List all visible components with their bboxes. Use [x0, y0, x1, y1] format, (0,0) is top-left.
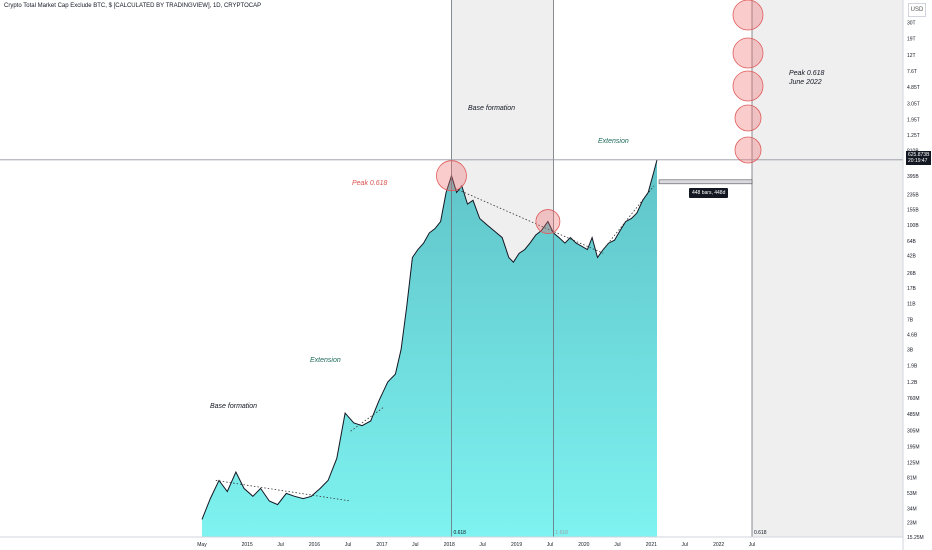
y-tick-label: 235B — [907, 193, 919, 199]
projection-shade-region — [752, 0, 903, 537]
x-tick-label: Jul — [547, 542, 553, 548]
annotation-peak-2022-line1: Peak 0.618 — [789, 70, 825, 77]
y-tick-label: 4.85T — [907, 85, 920, 91]
peak-circle-4 — [732, 37, 764, 69]
y-tick-label: 195M — [907, 445, 920, 451]
y-tick-label: 1.9B — [907, 364, 918, 370]
y-tick-label: 1.95T — [907, 117, 920, 123]
annotation-base-formation-2: Base formation — [468, 105, 516, 112]
y-tick-label: 53M — [907, 491, 917, 497]
y-tick-label: 64B — [907, 239, 917, 245]
y-tick-label: 485M — [907, 412, 920, 418]
y-tick-label: 125M — [907, 460, 920, 466]
trendline-3 — [454, 188, 604, 254]
peak-circle-7 — [734, 136, 762, 164]
y-tick-label: 1.25T — [907, 133, 920, 139]
y-tick-label: 3B — [907, 347, 914, 353]
y-tick-label: 42B — [907, 254, 917, 260]
y-tick-label: 11B — [907, 301, 916, 307]
y-tick-label: 26B — [907, 271, 917, 277]
y-tick-label: 15.25M — [907, 535, 924, 541]
x-tick-label: 2015 — [242, 542, 253, 548]
x-tick-label: May — [197, 542, 207, 548]
x-tick-label: Jul — [614, 542, 620, 548]
fib-label-1: 0.618 — [453, 530, 466, 536]
x-tick-label: 2016 — [309, 542, 320, 548]
x-tick-label: Jul — [277, 542, 283, 548]
annotation-extension-1: Extension — [310, 357, 341, 364]
y-tick-label: 395B — [907, 174, 919, 180]
y-tick-label: 12T — [907, 53, 916, 59]
series-line — [201, 159, 658, 520]
x-tick-label: Jul — [479, 542, 485, 548]
y-tick-label: 100B — [907, 223, 919, 229]
annotation-peak-2022-line2: June 2022 — [789, 79, 822, 86]
x-tick-label: 2022 — [713, 542, 724, 548]
annotation-base-formation-1: Base formation — [210, 403, 258, 410]
y-tick-label: 30T — [907, 20, 916, 26]
series-area — [202, 159, 657, 538]
fib-label-2: 1.618 — [555, 530, 568, 536]
annotation-peak-2022: Peak 0.618 June 2022 — [789, 69, 824, 87]
peak-circle-5 — [732, 70, 764, 102]
measure-bar — [658, 179, 753, 185]
fib-label-3: 0.618 — [754, 530, 767, 536]
last-price-value: 625.873B — [908, 152, 930, 158]
last-price-tag: 625.873B 20:19:47 — [906, 151, 932, 165]
y-tick-label: 760M — [907, 396, 920, 402]
y-tick-label: 4.6B — [907, 332, 918, 338]
annotation-peak-1: Peak 0.618 — [352, 180, 388, 187]
x-tick-label: Jul — [681, 542, 687, 548]
y-tick-label: 17B — [907, 286, 917, 292]
peak-circle-6 — [734, 104, 762, 132]
y-tick-label: 23M — [907, 520, 917, 526]
peak-circle-1 — [436, 160, 467, 192]
peak-circle-2 — [535, 209, 561, 234]
x-tick-label: Jul — [345, 542, 351, 548]
last-price-countdown: 20:19:47 — [908, 158, 928, 164]
measure-label: 448 bars, 448d — [689, 188, 729, 198]
x-tick-label: Jul — [412, 542, 418, 548]
y-tick-label: 3.05T — [907, 102, 920, 108]
x-tick-label: 2019 — [511, 542, 522, 548]
chart-title: Crypto Total Market Cap Exclude BTC, $ [… — [4, 3, 262, 9]
x-tick-label: 2018 — [444, 542, 455, 548]
y-tick-label: 7B — [907, 317, 914, 323]
x-tick-label: 2021 — [646, 542, 657, 548]
y-tick-label: 81M — [907, 476, 917, 482]
y-tick-label: 7.6T — [907, 69, 917, 75]
annotation-extension-2: Extension — [598, 138, 629, 145]
y-tick-label: 34M — [907, 507, 917, 513]
y-tick-label: 305M — [907, 429, 920, 435]
y-tick-label: 1.2B — [907, 380, 918, 386]
y-tick-label: 155B — [907, 207, 919, 213]
currency-button[interactable]: USD — [908, 3, 926, 17]
x-tick-label: 2020 — [578, 542, 589, 548]
peak-circle-3 — [732, 0, 764, 31]
y-tick-label: 19T — [907, 37, 916, 43]
x-tick-label: Jul — [749, 542, 755, 548]
trendline-4 — [602, 185, 655, 250]
x-tick-label: 2017 — [376, 542, 387, 548]
